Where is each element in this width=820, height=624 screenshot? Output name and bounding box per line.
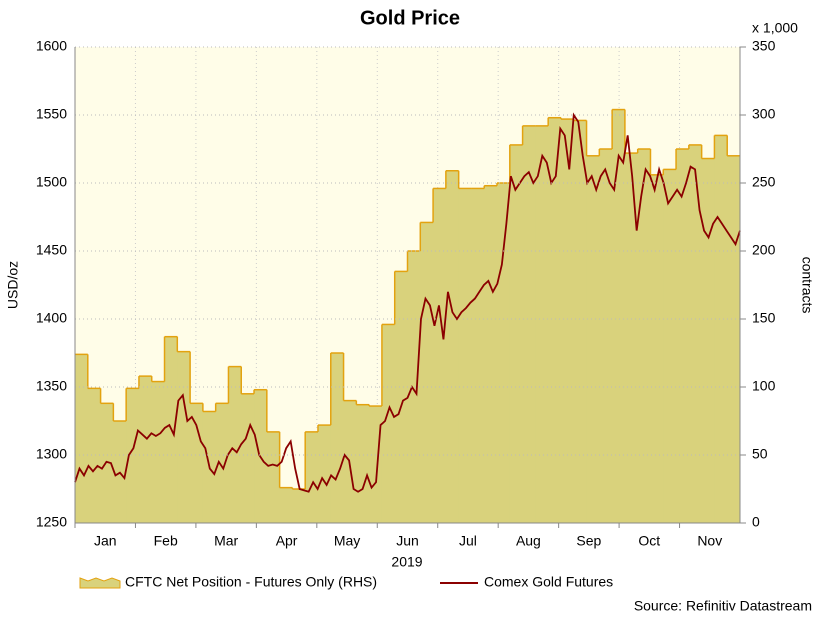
- x-axis-title: 2019: [391, 554, 422, 570]
- x-tick-label: Jul: [459, 533, 477, 549]
- y-tick-label: 1450: [36, 242, 67, 258]
- area-step: [75, 354, 89, 523]
- y2-tick-label: 150: [752, 310, 776, 326]
- area-step: [458, 188, 472, 523]
- area-step: [573, 120, 588, 523]
- price-line: [74, 112, 741, 493]
- area-step: [407, 251, 421, 523]
- y-axis-title: USD/oz: [5, 261, 21, 309]
- legend-area-swatch: [79, 577, 121, 589]
- y-tick-label: 1300: [36, 446, 67, 462]
- y2-tick-label: 0: [752, 514, 760, 530]
- area-step: [522, 125, 536, 523]
- x-tick-label: Jun: [396, 533, 419, 549]
- y2-axis-title: contracts: [799, 257, 815, 314]
- area-step: [305, 431, 319, 523]
- source: Source: Refinitiv Datastream: [634, 598, 812, 614]
- area-step: [548, 117, 562, 523]
- x-tick-label: Oct: [638, 533, 660, 549]
- x-tick-label: Aug: [516, 533, 541, 549]
- area-step: [177, 351, 191, 523]
- y-tick-label: 1600: [36, 38, 67, 54]
- x-tick-label: Feb: [154, 533, 178, 549]
- area-step: [599, 149, 613, 523]
- area-step: [100, 403, 114, 523]
- area-step: [612, 109, 626, 523]
- x-tick-label: Jan: [94, 533, 117, 549]
- y-tick-label: 1550: [36, 106, 67, 122]
- legend-label: CFTC Net Position - Futures Only (RHS): [125, 574, 377, 590]
- area-step: [663, 169, 677, 523]
- area-step: [420, 222, 434, 523]
- area-step: [714, 135, 728, 523]
- y-tick-label: 1500: [36, 174, 67, 190]
- y2-tick-label: 200: [752, 242, 776, 258]
- area-step: [624, 153, 639, 523]
- y2-tick-label: 300: [752, 106, 776, 122]
- area-step: [394, 271, 408, 523]
- y2-unit: x 1,000: [752, 20, 798, 36]
- area-step: [215, 403, 229, 523]
- area-step: [497, 183, 511, 523]
- area-step: [241, 393, 255, 523]
- y2-tick-label: 100: [752, 378, 776, 394]
- x-tick-label: Sep: [576, 533, 601, 549]
- chart-title: Gold Price: [360, 7, 460, 29]
- area-step: [369, 406, 383, 523]
- area-step: [471, 188, 485, 523]
- area-step: [126, 388, 140, 523]
- area-step: [586, 155, 600, 524]
- area-step: [433, 188, 447, 523]
- area-step: [279, 487, 293, 523]
- x-tick-label: Mar: [214, 533, 238, 549]
- area-step: [676, 149, 690, 523]
- area-step: [317, 425, 332, 523]
- area-step: [151, 381, 166, 523]
- area-step: [138, 376, 153, 523]
- x-tick-label: Nov: [697, 533, 722, 549]
- area-step: [535, 125, 549, 523]
- y-tick-label: 1400: [36, 310, 67, 326]
- area-step: [330, 353, 345, 523]
- area-step: [190, 403, 204, 523]
- area-step: [727, 155, 741, 524]
- area-step: [381, 324, 396, 523]
- area-step: [637, 149, 651, 523]
- y2-tick-label: 50: [752, 446, 768, 462]
- legend-label: Comex Gold Futures: [484, 574, 613, 590]
- area-step: [688, 144, 703, 524]
- area-step: [701, 158, 715, 523]
- area-step: [560, 119, 575, 523]
- y-tick-label: 1350: [36, 378, 67, 394]
- area-step: [650, 174, 664, 523]
- y2-tick-label: 350: [752, 38, 776, 54]
- x-tick-label: Apr: [276, 533, 298, 549]
- area-step: [292, 489, 306, 523]
- y-tick-label: 1250: [36, 514, 67, 530]
- x-tick-label: May: [334, 533, 360, 549]
- area-step: [484, 185, 498, 523]
- area-step: [356, 404, 370, 523]
- area-step: [87, 388, 102, 523]
- area-step: [228, 366, 242, 523]
- area-step: [266, 431, 281, 523]
- area-step: [509, 144, 524, 524]
- y2-tick-label: 250: [752, 174, 776, 190]
- area-step: [445, 170, 460, 523]
